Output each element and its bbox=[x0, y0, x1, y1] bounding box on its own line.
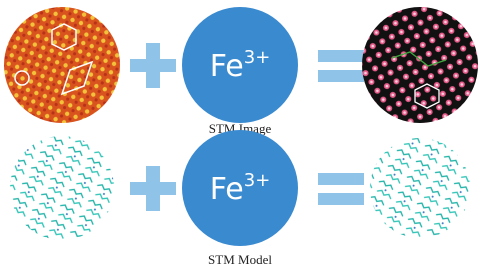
ion-symbol: Fe bbox=[210, 49, 244, 84]
stm-model-left bbox=[10, 136, 114, 240]
ion-charge: 3+ bbox=[244, 47, 271, 68]
equals-sign bbox=[318, 50, 364, 82]
figure: Fe3+ STM Image Fe3+ STM Model bbox=[0, 0, 478, 273]
ion-symbol: Fe bbox=[210, 172, 244, 207]
caption: STM Model bbox=[208, 252, 272, 267]
equals-sign bbox=[318, 173, 364, 205]
stm-image-right bbox=[362, 7, 478, 123]
plus-sign bbox=[130, 166, 176, 211]
plus-sign bbox=[130, 43, 176, 88]
ion-charge: 3+ bbox=[244, 170, 271, 191]
stm-model-right bbox=[370, 138, 470, 238]
